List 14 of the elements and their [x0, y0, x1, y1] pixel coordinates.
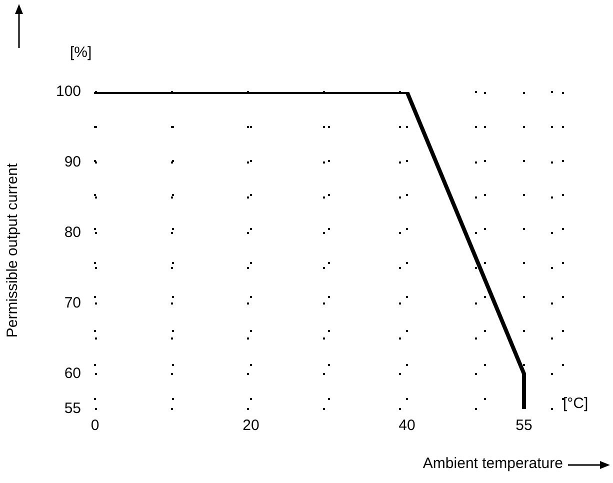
y-tick-label: 100 [56, 83, 82, 100]
annotation: [°C] [563, 395, 588, 412]
y-tick-label: 55 [64, 400, 82, 418]
y-tick-label: 90 [64, 154, 82, 171]
x-tick-label: 0 [90, 417, 100, 434]
y-tick-label: 60 [64, 364, 82, 382]
x-tick-label: 55 [516, 417, 532, 434]
text: [%] [70, 44, 92, 61]
y-tick-label: 70 [64, 294, 82, 312]
y-tick-label: 80 [64, 224, 82, 242]
y-axis-title: Permissible output current [4, 162, 22, 338]
x-axis-title: Ambient temperature [422, 455, 563, 472]
x-tick-label: 20 [242, 417, 260, 434]
x-tick-label: 40 [398, 417, 416, 434]
